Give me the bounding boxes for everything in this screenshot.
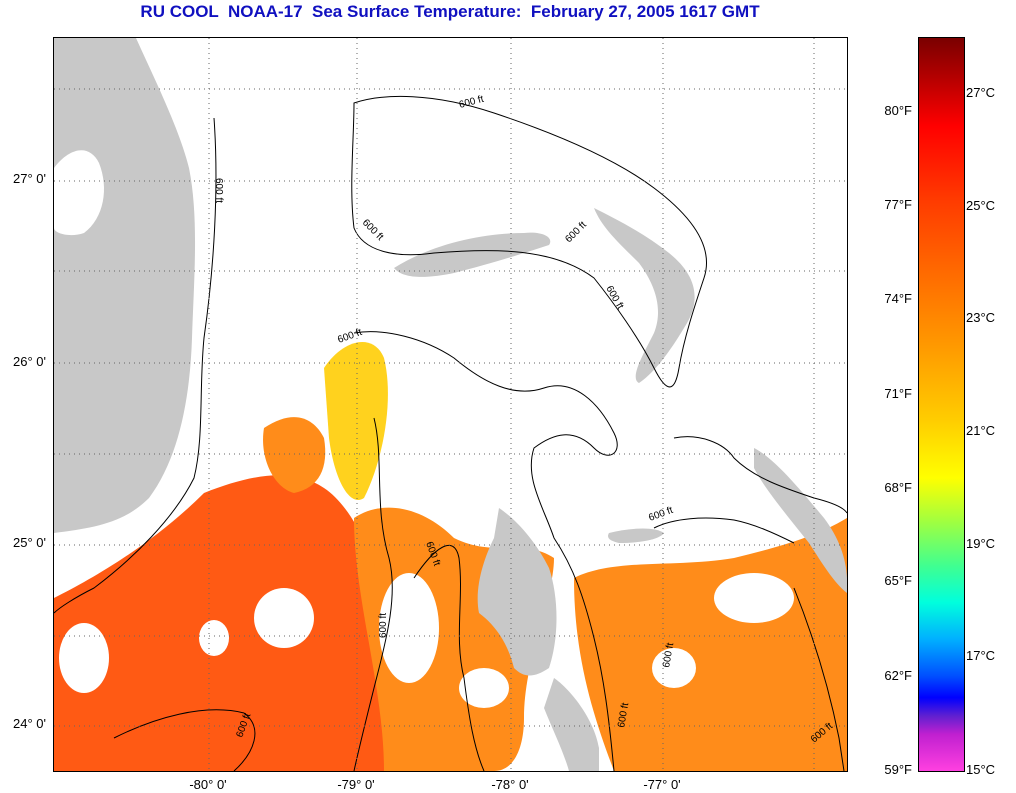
orange-water-southeast [574, 518, 847, 771]
cloud-patch [254, 588, 314, 648]
page-title: RU COOL NOAA-17 Sea Surface Temperature:… [140, 2, 760, 21]
colorbar-fahrenheit-label: 71°F [884, 386, 912, 401]
colorbar-fahrenheit-label: 80°F [884, 103, 912, 118]
abaco-island [594, 208, 695, 383]
colorbar-celsius-label: 25°C [966, 198, 996, 213]
lat-tick-label: 24° 0' [13, 716, 46, 731]
temperature-colorbar [918, 37, 965, 772]
contour-label: 600 ft [603, 284, 625, 311]
cloud-patch [714, 573, 794, 623]
contour-label: 600 ft [378, 613, 389, 638]
contour-label: 600 ft [563, 219, 589, 245]
lon-tick-label: -79° 0' [337, 777, 375, 792]
bathymetry-contours [54, 95, 847, 771]
contour-label: 600 ft [616, 702, 631, 729]
contour-label: 600 ft [647, 505, 674, 524]
sst-map-canvas: 600 ft 600 ft 600 ft 600 ft 600 ft 600 f… [54, 38, 847, 771]
inland-lake [54, 150, 104, 236]
cloud-patch [379, 573, 439, 683]
new-providence-island [608, 528, 664, 543]
contour-label: 600 ft [458, 94, 485, 111]
orange-water-patch [263, 417, 326, 493]
lon-tick-label: -80° 0' [189, 777, 227, 792]
south-andros-islands [544, 678, 599, 771]
sst-map[interactable]: 600 ft 600 ft 600 ft 600 ft 600 ft 600 f… [53, 37, 848, 772]
andros-island [477, 508, 557, 676]
lon-tick-label: -78° 0' [491, 777, 529, 792]
colorbar-celsius-label: 21°C [966, 423, 996, 438]
lat-tick-label: 25° 0' [13, 535, 46, 550]
warm-water-region [54, 475, 414, 771]
contour-label: 600 ft [661, 642, 676, 669]
florida-land [54, 38, 196, 533]
colorbar-celsius-label: 27°C [966, 85, 996, 100]
lat-tick-label: 26° 0' [13, 354, 46, 369]
colorbar-celsius-label: 15°C [966, 762, 996, 777]
colorbar-fahrenheit-label: 74°F [884, 291, 912, 306]
lat-tick-label: 27° 0' [13, 171, 46, 186]
colorbar-celsius-label: 17°C [966, 648, 996, 663]
colorbar-fahrenheit-label: 77°F [884, 197, 912, 212]
contour-label: 600 ft [213, 178, 224, 203]
colorbar-fahrenheit-label: 68°F [884, 480, 912, 495]
graticule [54, 38, 847, 771]
cloud-patch [459, 668, 509, 708]
lon-tick-label: -77° 0' [643, 777, 681, 792]
colorbar-celsius-label: 23°C [966, 310, 996, 325]
colorbar-celsius-label: 19°C [966, 536, 996, 551]
colorbar-fahrenheit-label: 59°F [884, 762, 912, 777]
cloud-patch [59, 623, 109, 693]
colorbar-fahrenheit-label: 62°F [884, 668, 912, 683]
contour-label: 600 ft [360, 217, 386, 243]
colorbar-fahrenheit-label: 65°F [884, 573, 912, 588]
yellow-water-patch [324, 341, 388, 500]
cloud-patch [199, 620, 229, 656]
